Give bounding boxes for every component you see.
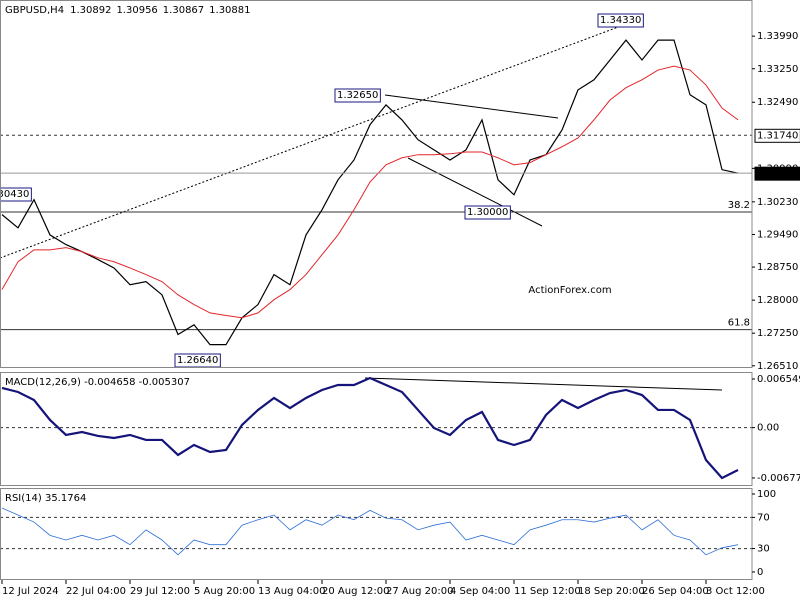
x-tick-label: 5 Aug 20:00 <box>194 586 255 597</box>
y-tick-label: 0.00 <box>757 423 779 434</box>
x-tick-label: 18 Sep 20:00 <box>578 586 645 597</box>
y-tick-label: -0.006778 <box>757 473 800 484</box>
y-tick-label: 30 <box>757 544 770 555</box>
panel-frame <box>0 488 753 580</box>
y-tick-label: 1.27250 <box>757 328 798 339</box>
panel-title: MACD(12,26,9) -0.004658 -0.005307 <box>5 377 190 388</box>
x-tick-label: 11 Sep 12:00 <box>514 586 581 597</box>
y-tick-label: 1.28000 <box>757 295 798 306</box>
y-tick-label: 0 <box>757 567 763 578</box>
y-tick-label: 1.33990 <box>757 31 798 42</box>
x-tick-label: 20 Aug 12:00 <box>322 586 389 597</box>
y-tick-label: 1.26510 <box>757 361 798 372</box>
y-tick-label: 100 <box>757 489 776 500</box>
price-annotation: 1.30430 <box>0 189 29 200</box>
y-tick-label: 1.33250 <box>757 64 798 75</box>
x-tick-label: 13 Aug 04:00 <box>258 586 325 597</box>
trendline <box>384 94 559 119</box>
y-tick-label: 1.30230 <box>757 197 798 208</box>
x-tick-label: 22 Jul 04:00 <box>66 586 126 597</box>
price-annotation: 1.34330 <box>600 15 641 26</box>
x-tick-label: 12 Jul 2024 <box>2 586 59 597</box>
last-price-label: 1.30881 <box>757 168 798 179</box>
annotation-box <box>464 205 511 220</box>
trendline <box>0 19 638 259</box>
y-tick-label: 1.28750 <box>757 262 798 273</box>
panel-frame <box>0 372 753 486</box>
annotation-box <box>0 187 32 202</box>
trendline <box>407 157 543 227</box>
x-tick-label: 29 Jul 12:00 <box>130 586 190 597</box>
ohlc-value: 1.30867 <box>163 5 204 16</box>
label-box <box>754 128 800 143</box>
series-line <box>1 507 739 556</box>
level-label: 1.31740 <box>757 130 798 141</box>
panel: 38.2 61.8 1.34330 1.32650 1.30000 1.26640 1.30… <box>0 13 752 368</box>
annotation-box <box>597 13 644 28</box>
ohlc-value: 1.30956 <box>116 5 157 16</box>
y-tick-label: 0.006549 <box>757 374 800 385</box>
series-line <box>1 376 739 480</box>
y-tick-label: 70 <box>757 512 770 523</box>
panel-title: GBPUSD,H4 <box>5 5 64 16</box>
fib-label: 38.2 <box>728 200 750 211</box>
x-tick-label: 4 Sep 04:00 <box>450 586 510 597</box>
panel-title: RSI(14) 35.1764 <box>5 493 86 504</box>
fib-label: 61.8 <box>728 318 750 329</box>
price-annotation: 1.26640 <box>177 355 218 366</box>
panel <box>0 376 752 480</box>
price-annotation: 1.32650 <box>337 90 378 101</box>
y-tick-label: 1.32490 <box>757 97 798 108</box>
x-tick-label: 3 Oct 12:00 <box>706 586 765 597</box>
annotation-box <box>334 88 381 103</box>
series-line <box>1 39 739 346</box>
trendlines <box>0 19 638 259</box>
panel <box>0 507 752 556</box>
x-tick-label: 26 Sep 04:00 <box>642 586 709 597</box>
price-annotation: 1.30000 <box>467 207 508 218</box>
y-tick-label: 1.29490 <box>757 229 798 240</box>
panel-frame <box>0 0 753 368</box>
x-tick-label: 27 Aug 20:00 <box>386 586 453 597</box>
trendline <box>364 377 723 391</box>
watermark: ActionForex.com <box>528 285 611 296</box>
series-line <box>1 65 739 319</box>
ohlc-value: 1.30881 <box>209 5 250 16</box>
label-box <box>754 166 800 181</box>
ohlc-value: 1.30892 <box>70 5 111 16</box>
